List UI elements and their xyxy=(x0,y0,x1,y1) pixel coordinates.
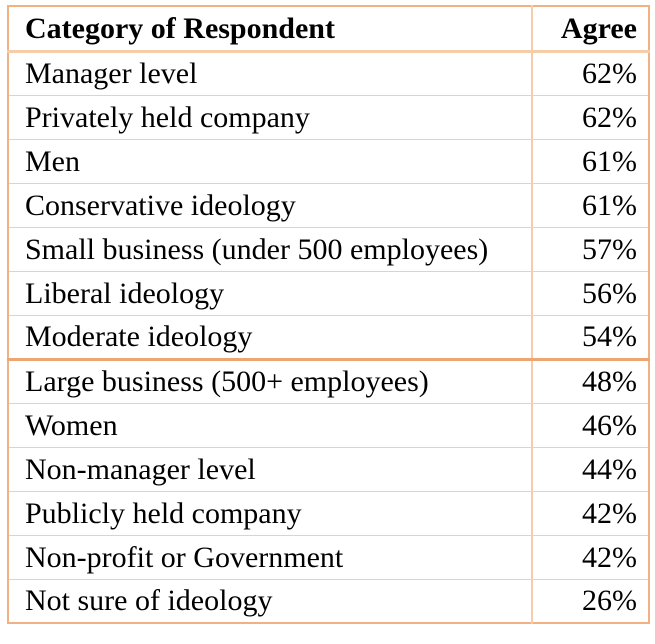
table-row: Non-manager level 44% xyxy=(8,446,649,491)
category-cell: Privately held company xyxy=(8,94,532,139)
table-row: Privately held company 62% xyxy=(8,94,649,139)
category-cell: Publicly held company xyxy=(8,490,532,535)
category-cell: Moderate ideology xyxy=(8,314,532,361)
agree-value-cell: 61% xyxy=(531,182,649,227)
agree-value-cell: 48% xyxy=(531,358,649,403)
category-cell: Liberal ideology xyxy=(8,270,532,315)
table-row: Men 61% xyxy=(8,138,649,183)
agree-value-cell: 44% xyxy=(531,446,649,491)
category-cell: Manager level xyxy=(8,50,532,95)
column-header-category: Category of Respondent xyxy=(8,6,532,53)
survey-results-table: Category of Respondent Agree Manager lev… xyxy=(7,5,650,624)
table-row: Liberal ideology 56% xyxy=(8,270,649,315)
category-cell: Men xyxy=(8,138,532,183)
table-row: Publicly held company 42% xyxy=(8,490,649,535)
category-cell: Non-profit or Government xyxy=(8,534,532,579)
agree-value-cell: 26% xyxy=(531,578,649,623)
table-row: Moderate ideology 54% xyxy=(8,314,649,361)
table-body: Manager level 62% Privately held company… xyxy=(8,50,649,623)
agree-value-cell: 42% xyxy=(531,534,649,579)
agree-value-cell: 57% xyxy=(531,226,649,271)
agree-value-cell: 62% xyxy=(531,50,649,95)
category-cell: Conservative ideology xyxy=(8,182,532,227)
agree-value-cell: 56% xyxy=(531,270,649,315)
table-row: Conservative ideology 61% xyxy=(8,182,649,227)
category-cell: Large business (500+ employees) xyxy=(8,358,532,403)
header-row: Category of Respondent Agree xyxy=(8,6,649,53)
agree-value-cell: 54% xyxy=(531,314,649,361)
agree-value-cell: 46% xyxy=(531,402,649,447)
category-cell: Small business (under 500 employees) xyxy=(8,226,532,271)
table-row: Small business (under 500 employees) 57% xyxy=(8,226,649,271)
table-row: Non-profit or Government 42% xyxy=(8,534,649,579)
agree-value-cell: 62% xyxy=(531,94,649,139)
category-cell: Not sure of ideology xyxy=(8,578,532,623)
table-row: Large business (500+ employees) 48% xyxy=(8,358,649,403)
table-row: Women 46% xyxy=(8,402,649,447)
agree-value-cell: 61% xyxy=(531,138,649,183)
category-cell: Women xyxy=(8,402,532,447)
column-header-agree: Agree xyxy=(531,6,649,53)
table-row: Not sure of ideology 26% xyxy=(8,578,649,623)
table-row: Manager level 62% xyxy=(8,50,649,95)
category-cell: Non-manager level xyxy=(8,446,532,491)
agree-value-cell: 42% xyxy=(531,490,649,535)
